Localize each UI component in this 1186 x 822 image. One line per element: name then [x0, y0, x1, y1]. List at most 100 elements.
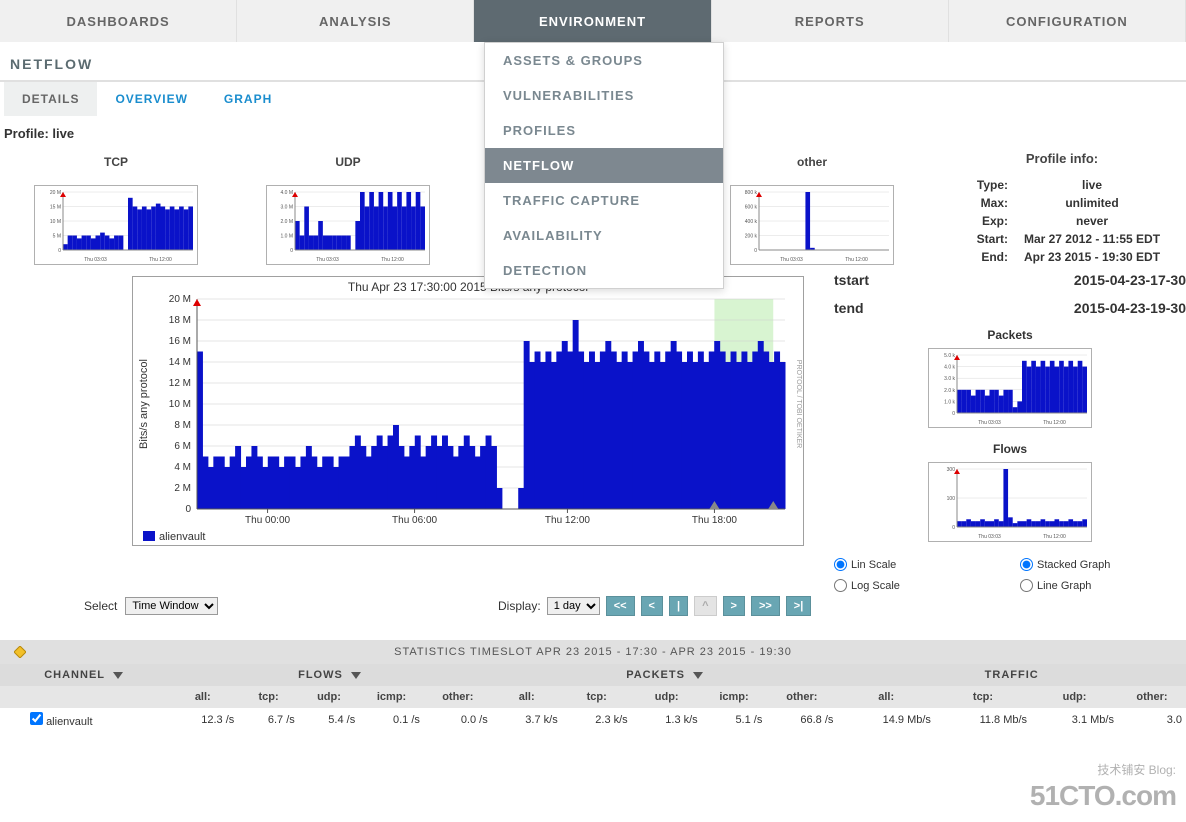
thumb-title-tcp: TCP	[0, 145, 232, 185]
packets-chart[interactable]: 01.0 k2.0 k3.0 k4.0 k5.0 kThu 03:03Thu 1…	[928, 348, 1092, 428]
watermark: 51CTO.com	[1030, 780, 1176, 812]
cell: 66.8 /s	[766, 708, 837, 732]
nav-first[interactable]: <<	[606, 596, 635, 616]
svg-text:Thu 03:03: Thu 03:03	[780, 257, 803, 263]
stats-subcol-row: all: tcp: udp: icmp: other: all: tcp: ud…	[0, 686, 1186, 708]
svg-text:Thu 03:03: Thu 03:03	[978, 534, 1001, 540]
nav-last[interactable]: >|	[786, 596, 812, 616]
select-display[interactable]: 1 day	[547, 597, 600, 615]
radio-line-input[interactable]	[1020, 579, 1033, 592]
tab-graph[interactable]: GRAPH	[206, 82, 290, 116]
cell: 5.4 /s	[299, 708, 359, 732]
channel-name: alienvault	[46, 716, 92, 728]
sc-other: other:	[424, 686, 492, 708]
watermark2: 技术铺安 Blog:	[1097, 761, 1176, 778]
stats-table: CHANNEL FLOWS PACKETS TRAFFIC all: tcp: …	[0, 664, 1186, 732]
col-packets[interactable]: PACKETS	[492, 664, 838, 686]
radio-lin[interactable]: Lin Scale	[834, 558, 1000, 571]
dd-detection[interactable]: DETECTION	[485, 253, 723, 288]
select-label: Select	[84, 599, 117, 613]
svg-text:600 k: 600 k	[745, 205, 758, 211]
tstart-value: 2015-04-23-17-30	[1074, 272, 1186, 288]
col-channel[interactable]: CHANNEL	[0, 664, 167, 686]
svg-text:5 M: 5 M	[53, 234, 61, 240]
nav-configuration[interactable]: CONFIGURATION	[949, 0, 1186, 42]
dd-profiles[interactable]: PROFILES	[485, 113, 723, 148]
stats-row[interactable]: alienvault 12.3 /s 6.7 /s 5.4 /s 0.1 /s …	[0, 708, 1186, 732]
svg-text:800 k: 800 k	[745, 190, 758, 196]
radio-log[interactable]: Log Scale	[834, 579, 1000, 592]
info-start-v: Mar 27 2012 - 11:55 EDT	[1008, 232, 1176, 246]
dd-availability[interactable]: AVAILABILITY	[485, 218, 723, 253]
sort-icon	[693, 672, 703, 679]
nav-cursor[interactable]: |	[669, 596, 688, 616]
right-pane: tstart2015-04-23-17-30 tend2015-04-23-19…	[804, 266, 1186, 592]
info-end-v: Apr 23 2015 - 19:30 EDT	[1008, 250, 1176, 264]
thumb-udp[interactable]: 01.0 M2.0 M3.0 M4.0 MThu 03:03Thu 12:00	[266, 185, 430, 265]
nav-dashboards[interactable]: DASHBOARDS	[0, 0, 237, 42]
svg-text:18 M: 18 M	[169, 315, 191, 326]
svg-text:0: 0	[754, 248, 757, 254]
svg-text:5.0 k: 5.0 k	[944, 353, 955, 359]
nav-environment[interactable]: ENVIRONMENT	[474, 0, 711, 42]
channel-checkbox[interactable]	[30, 712, 43, 725]
environment-dropdown: ASSETS & GROUPS VULNERABILITIES PROFILES…	[484, 42, 724, 289]
dd-assets[interactable]: ASSETS & GROUPS	[485, 43, 723, 78]
nav-analysis[interactable]: ANALYSIS	[237, 0, 474, 42]
select-timewindow[interactable]: Time Window	[125, 597, 218, 615]
svg-text:Thu 03:03: Thu 03:03	[84, 257, 107, 263]
svg-text:15 M: 15 M	[50, 205, 61, 211]
info-exp-k: Exp:	[948, 214, 1008, 228]
info-start-k: Start:	[948, 232, 1008, 246]
svg-text:Thu 12:00: Thu 12:00	[149, 257, 172, 263]
nav-fwd[interactable]: >>	[751, 596, 780, 616]
cell: 12.3 /s	[167, 708, 238, 732]
col-flows[interactable]: FLOWS	[167, 664, 491, 686]
radio-stacked[interactable]: Stacked Graph	[1020, 558, 1186, 571]
cell: 0.0 /s	[424, 708, 492, 732]
svg-text:200 k: 200 k	[745, 234, 758, 240]
nav-reports[interactable]: REPORTS	[712, 0, 949, 42]
cell: 14.9 Mb/s	[837, 708, 935, 732]
thumb-other[interactable]: 0200 k400 k600 k800 kThu 03:03Thu 12:00	[730, 185, 894, 265]
svg-text:100: 100	[947, 496, 956, 502]
tab-details[interactable]: DETAILS	[4, 82, 97, 116]
channel-cell[interactable]: alienvault	[0, 708, 167, 732]
info-max-v: unlimited	[1008, 196, 1176, 210]
svg-text:0: 0	[952, 525, 955, 531]
radio-stacked-input[interactable]	[1020, 558, 1033, 571]
info-max-k: Max:	[948, 196, 1008, 210]
col-traffic[interactable]: TRAFFIC	[837, 664, 1186, 686]
svg-text:0: 0	[952, 411, 955, 417]
dd-vulnerabilities[interactable]: VULNERABILITIES	[485, 78, 723, 113]
expand-icon[interactable]	[14, 646, 26, 658]
sc-tcp2: tcp:	[562, 686, 632, 708]
radio-log-input[interactable]	[834, 579, 847, 592]
cell: 11.8 Mb/s	[935, 708, 1031, 732]
flows-chart[interactable]: 0100300Thu 03:03Thu 12:00	[928, 462, 1092, 542]
thumb-tcp[interactable]: 05 M10 M15 M20 MThu 03:03Thu 12:00	[34, 185, 198, 265]
svg-text:0: 0	[185, 504, 191, 515]
sc-tcp3: tcp:	[935, 686, 1031, 708]
radio-line[interactable]: Line Graph	[1020, 579, 1186, 592]
svg-text:16 M: 16 M	[169, 336, 191, 347]
main-chart[interactable]: Thu Apr 23 17:30:00 2015 Bits/s any prot…	[132, 276, 804, 546]
nav-next[interactable]: >	[723, 596, 745, 616]
tend-value: 2015-04-23-19-30	[1074, 300, 1186, 316]
top-nav: DASHBOARDS ANALYSIS ENVIRONMENT REPORTS …	[0, 0, 1186, 42]
dd-traffic[interactable]: TRAFFIC CAPTURE	[485, 183, 723, 218]
tab-overview[interactable]: OVERVIEW	[97, 82, 205, 116]
svg-text:8 M: 8 M	[174, 420, 191, 431]
svg-text:400 k: 400 k	[745, 219, 758, 225]
info-type-k: Type:	[948, 178, 1008, 192]
stats-header: STATISTICS TIMESLOT APR 23 2015 - 17:30 …	[0, 640, 1186, 664]
svg-text:10 M: 10 M	[50, 219, 61, 225]
cell: 3.1 Mb/s	[1031, 708, 1118, 732]
stats-header-text: STATISTICS TIMESLOT APR 23 2015 - 17:30 …	[394, 646, 792, 658]
svg-text:2.0 k: 2.0 k	[944, 388, 955, 394]
radio-lin-input[interactable]	[834, 558, 847, 571]
nav-prev[interactable]: <	[641, 596, 663, 616]
nav-up[interactable]: ^	[694, 596, 716, 616]
svg-text:Thu 03:03: Thu 03:03	[978, 420, 1001, 426]
dd-netflow[interactable]: NETFLOW	[485, 148, 723, 183]
